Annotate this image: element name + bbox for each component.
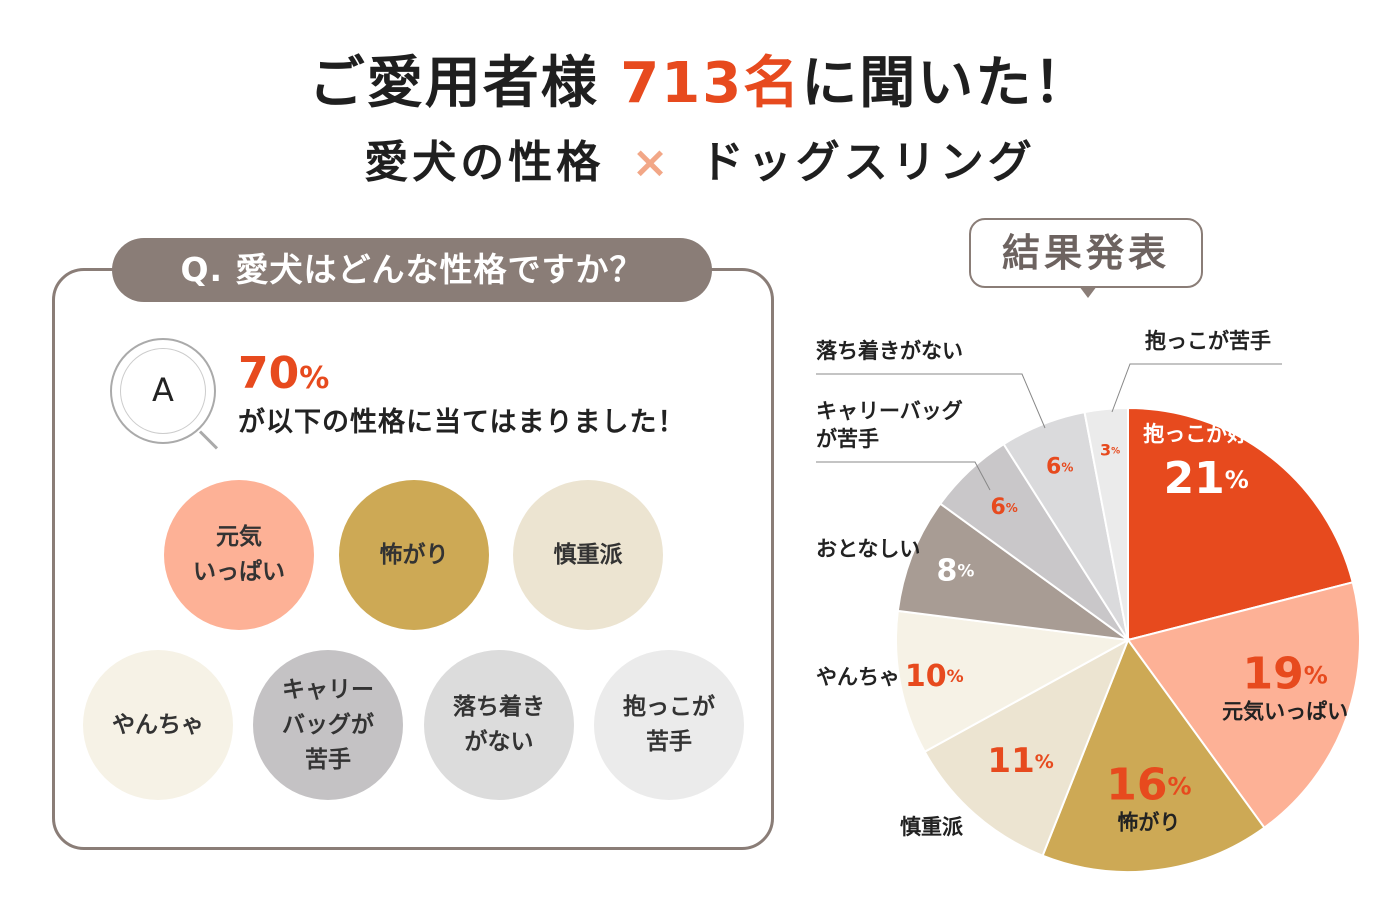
trait-bubble-dakko-nigate: 抱っこが 苦手: [594, 650, 744, 800]
pie-slice: [1126, 581, 1361, 830]
answer-percent-value: 70: [238, 348, 300, 399]
result-label: 結果発表: [969, 218, 1203, 288]
pie-label-shinchoha: 慎重派: [900, 815, 964, 839]
times-icon: ×: [631, 137, 673, 188]
pie-value-label: 3%: [1100, 440, 1120, 459]
pie-value-label: 11%: [987, 740, 1053, 780]
pie-label-carry-bag-line2: が苦手: [816, 427, 879, 451]
pie-slice: [1083, 406, 1129, 641]
pie-value-label: 21%: [1164, 453, 1249, 504]
leader-line: [1111, 363, 1282, 413]
leader-line: [816, 373, 1046, 429]
pie-slice: [923, 637, 1130, 858]
trait-bubble-kowagari: 怖がり: [339, 480, 489, 630]
pie-value-label: 16%: [1106, 760, 1191, 811]
title-respondent-count: 713名: [620, 51, 802, 116]
pie-label-ochitsuki: 落ち着きがない: [816, 339, 963, 363]
pie-slice-name: 怖がり: [1117, 811, 1180, 835]
trait-bubble-genki: 元気 いっぱい: [164, 480, 314, 630]
title-prefix: ご愛用者様: [308, 51, 599, 116]
pie-slice: [1041, 637, 1266, 873]
result-label-pointer: [1079, 286, 1097, 298]
trait-bubble-shinchoha: 慎重派: [513, 480, 663, 630]
magnifier-inner-ring: [120, 348, 206, 434]
magnifier-icon: [110, 338, 216, 444]
pie-value-label: 8%: [936, 553, 974, 588]
subtitle: 愛犬の性格 × ドッグスリング: [0, 126, 1400, 190]
answer-percent: 70%: [238, 348, 329, 399]
answer-icon-letter: A: [152, 371, 174, 409]
pie-slice: [1127, 406, 1354, 642]
pie-value-label: 10%: [905, 658, 964, 693]
trait-bubble-yancha: やんちゃ: [83, 650, 233, 800]
pie-label-carry-bag-line1: キャリーバッグ: [816, 399, 963, 423]
pie-slice: [896, 502, 1129, 641]
subtitle-left: 愛犬の性格: [364, 137, 605, 188]
pie-slice: [895, 609, 1132, 754]
pie-label-yancha: やんちゃ: [816, 665, 900, 689]
pie-label-dakko-nigate: 抱っこが苦手: [1145, 329, 1271, 353]
pie-value-label: 6%: [990, 495, 1017, 520]
trait-bubble-ochitsuki: 落ち着き がない: [424, 650, 574, 800]
pie-value-label: 19%: [1243, 649, 1328, 700]
answer-percent-unit: %: [299, 361, 330, 396]
pie-slice-name: 元気いっぱい: [1222, 700, 1348, 724]
pie-slice-name: 抱っこが好き: [1143, 422, 1269, 446]
subtitle-right: ドッグスリング: [699, 137, 1036, 188]
leader-line: [816, 461, 991, 491]
pie-label-otonashii: おとなしい: [816, 537, 920, 561]
pie-value-label: 6%: [1046, 454, 1073, 479]
trait-bubble-carry-bag: キャリー バッグが 苦手: [253, 650, 403, 800]
main-title: ご愛用者様 713名に聞いた！: [0, 38, 1400, 119]
question-label: Q. 愛犬はどんな性格ですか？: [112, 238, 712, 302]
answer-text: が以下の性格に当てはまりました！: [238, 407, 686, 438]
title-suffix: に聞いた！: [801, 51, 1092, 116]
